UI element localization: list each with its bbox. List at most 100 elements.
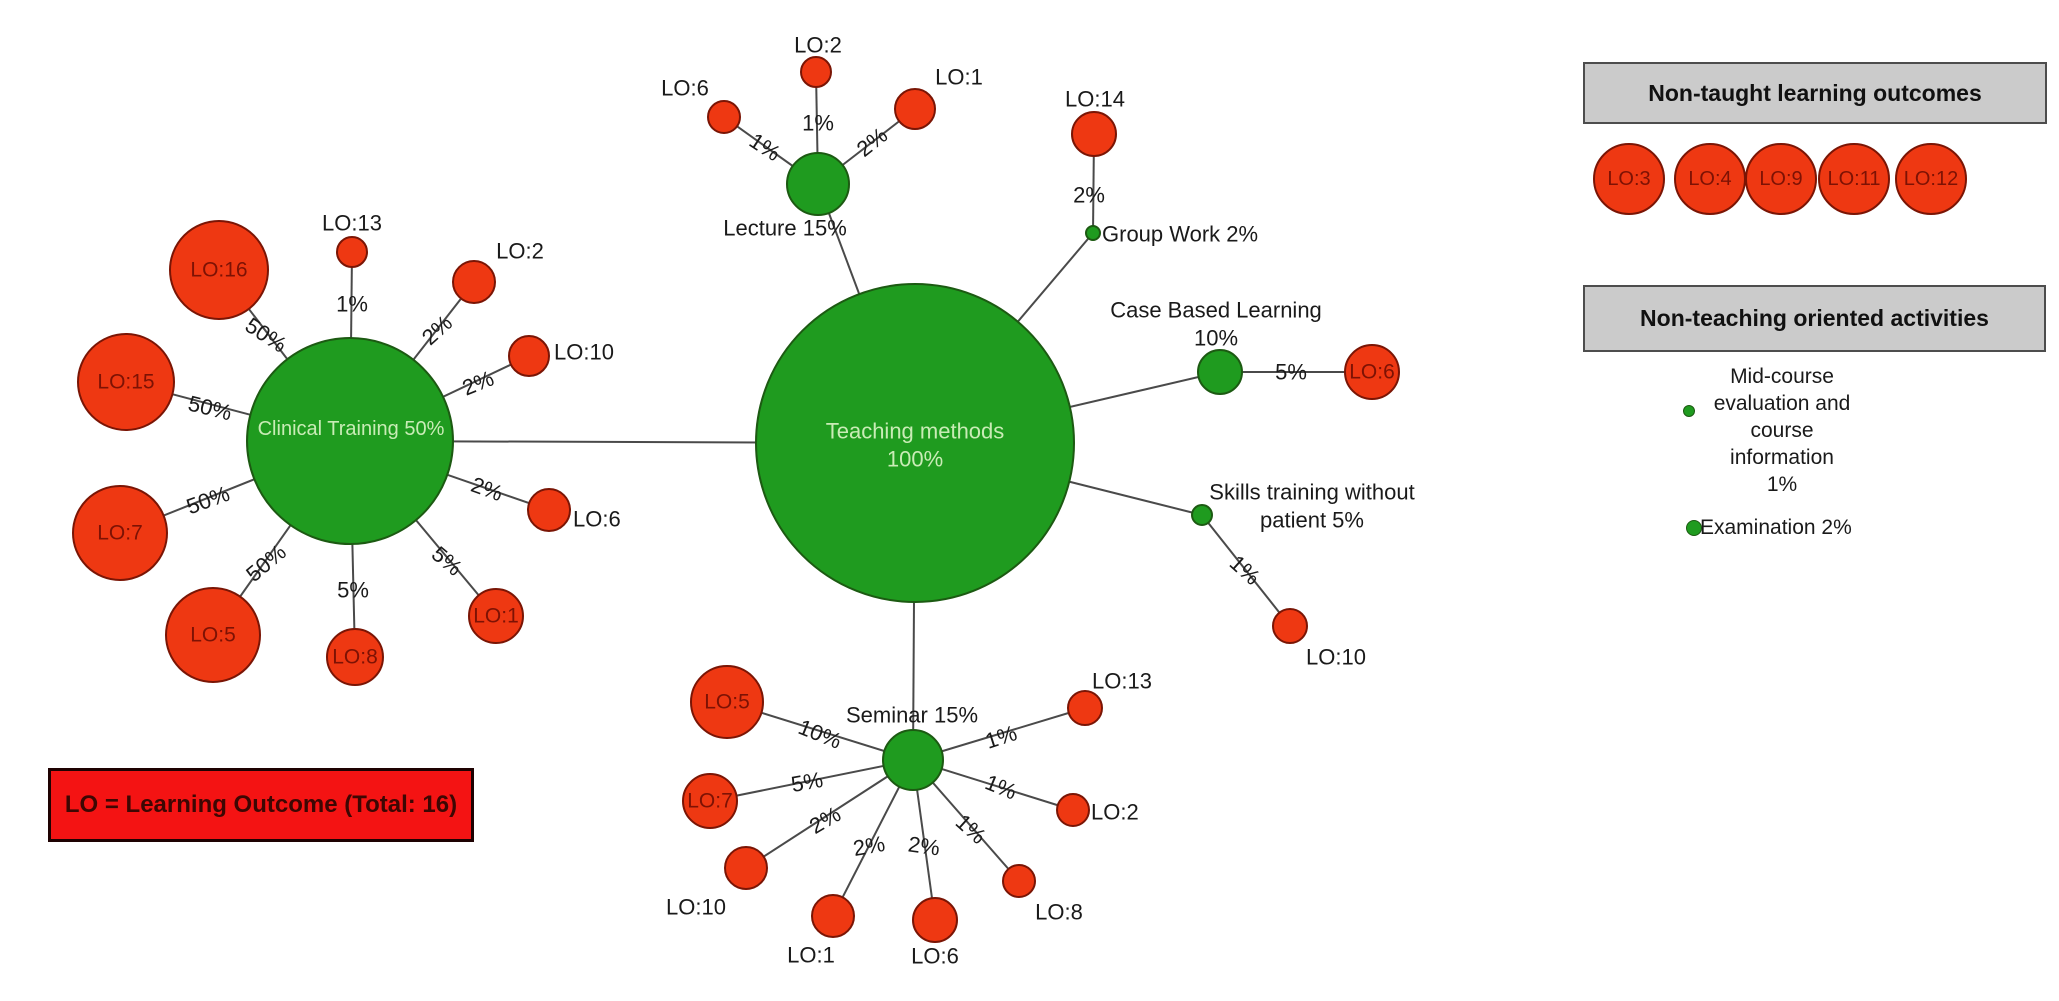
node-label-lecture: Lecture 15% [723,216,847,241]
node-label-sem_lo2: LO:2 [1091,800,1139,825]
edge-label-clinical-cl_lo5: 50% [241,539,291,586]
edge-label-seminar-sem_lo13: 1% [982,720,1020,754]
node-label-lec_lo1: LO:1 [935,65,983,90]
node-label-cl_lo7: LO:7 [97,522,143,545]
edge-label-clinical-cl_lo10: 2% [459,365,498,400]
node-cbl [1197,349,1243,395]
node-sem_lo1 [811,894,855,938]
examination-dot [1686,520,1702,536]
edge-seminar-sem_lo10 [745,759,914,869]
edge-label-seminar-sem_lo6: 2% [907,831,942,860]
examination-label: Examination 2% [1700,516,1852,539]
edge-label-clinical-cl_lo2: 2% [417,310,457,350]
midcourse-evaluation-label: Mid-course evaluation and course informa… [1697,363,1867,498]
node-label-cl_lo6: LO:6 [573,507,621,532]
node-cl_lo2 [452,260,496,304]
edge-label-lecture-lec_lo6: 1% [745,128,785,166]
node-teaching [755,283,1075,603]
midcourse-evaluation-dot [1683,405,1695,417]
node-sem_lo7 [682,773,738,829]
edge-label-seminar-sem_lo5: 10% [795,714,845,754]
node-label-sem_lo7: LO:7 [687,790,733,813]
edge-label-skills-sk_lo10: 1% [1225,550,1265,590]
node-label-cl_lo1: LO:1 [473,605,519,628]
node-groupwork [1085,225,1101,241]
edge-label-clinical-cl_lo6: 2% [468,472,506,506]
edge-label-lecture-lec_lo2: 1% [802,111,834,136]
midcourse-line-1: Mid-course [1730,365,1834,388]
node-label-cl_lo10: LO:10 [554,340,614,365]
node-cbl_lo6 [1344,344,1400,400]
edge-label-clinical-cl_lo16: 50% [241,313,292,358]
node-label-teaching-1: Teaching methods [826,419,1005,444]
node-sem_lo13 [1067,690,1103,726]
node-label-sem_lo10: LO:10 [666,895,726,920]
edge-label-clinical-cl_lo7: 50% [183,481,233,520]
node-label-cl_lo2: LO:2 [496,239,544,264]
non-taught-outcome-lo-12: LO:12 [1895,143,1967,215]
node-label-skills-2: patient 5% [1260,508,1364,533]
node-sem_lo2 [1056,793,1090,827]
node-lecture [786,152,850,216]
node-label-seminar: Seminar 15% [846,703,978,728]
edge-label-clinical-cl_lo15: 50% [186,391,235,426]
node-label-lec_lo6: LO:6 [661,76,709,101]
node-lec_lo2 [800,56,832,88]
node-lec_lo6 [707,100,741,134]
node-sem_lo8 [1002,864,1036,898]
non-taught-outcome-lo-9: LO:9 [1745,143,1817,215]
node-cl_lo8 [326,628,384,686]
node-label-cl_lo5: LO:5 [190,624,236,647]
node-cl_lo15 [77,333,175,431]
node-skills [1191,504,1213,526]
node-label-cl_lo15: LO:15 [97,371,154,394]
node-cl_lo16 [169,220,269,320]
node-seminar [882,729,944,791]
non-taught-outcomes-header: Non-taught learning outcomes [1583,62,2047,124]
midcourse-line-2: evaluation and [1713,392,1851,415]
edge-label-lecture-lec_lo1: 2% [852,122,892,161]
node-label-clinical: Clinical Training 50% [258,418,445,440]
node-label-sem_lo1: LO:1 [787,943,835,968]
node-label-cbl-1: Case Based Learning [1110,298,1322,323]
legend-label: LO = Learning Outcome (Total: 16) [64,791,458,818]
node-label-sk_lo10: LO:10 [1306,645,1366,670]
edge-label-clinical-cl_lo13: 1% [336,292,368,317]
edge-label-clinical-cl_lo8: 5% [337,578,369,603]
non-taught-outcome-lo-4: LO:4 [1674,143,1746,215]
node-label-cl_lo13: LO:13 [322,211,382,236]
node-label-sem_lo13: LO:13 [1092,669,1152,694]
node-label-cbl_lo6: LO:6 [1349,361,1395,384]
node-clinical [246,337,454,545]
node-sem_lo5 [690,665,764,739]
non-taught-outcomes-title: Non-taught learning outcomes [1648,79,1982,106]
node-label-cl_lo8: LO:8 [332,646,378,669]
node-sem_lo10 [724,846,768,890]
node-label-cl_lo16: LO:16 [190,259,247,282]
node-label-lo14: LO:14 [1065,87,1125,112]
midcourse-line-3: course information [1730,419,1834,469]
node-label-teaching-2: 100% [887,447,943,472]
non-taught-outcome-lo-3: LO:3 [1593,143,1665,215]
node-label-sem_lo6: LO:6 [911,944,959,969]
node-cl_lo10 [508,335,550,377]
midcourse-line-4: 1% [1766,473,1798,496]
node-sem_lo6 [912,897,958,943]
node-cl_lo5 [165,587,261,683]
edge-skills-sk_lo10 [1201,514,1291,627]
edge-label-lo14-groupwork: 2% [1073,183,1105,208]
node-lo14 [1071,111,1117,157]
legend-box: LO = Learning Outcome (Total: 16) [48,768,474,842]
node-label-sem_lo5: LO:5 [704,691,750,714]
node-label-sem_lo8: LO:8 [1035,900,1083,925]
node-cl_lo1 [468,588,524,644]
edge-label-cbl-cbl_lo6: 5% [1275,360,1307,385]
node-lec_lo1 [894,88,936,130]
node-sk_lo10 [1272,608,1308,644]
node-label-cbl-2: 10% [1194,326,1238,351]
node-label-lec_lo2: LO:2 [794,33,842,58]
edge-label-seminar-sem_lo1: 2% [851,831,887,861]
edge-label-seminar-sem_lo7: 5% [789,767,825,797]
